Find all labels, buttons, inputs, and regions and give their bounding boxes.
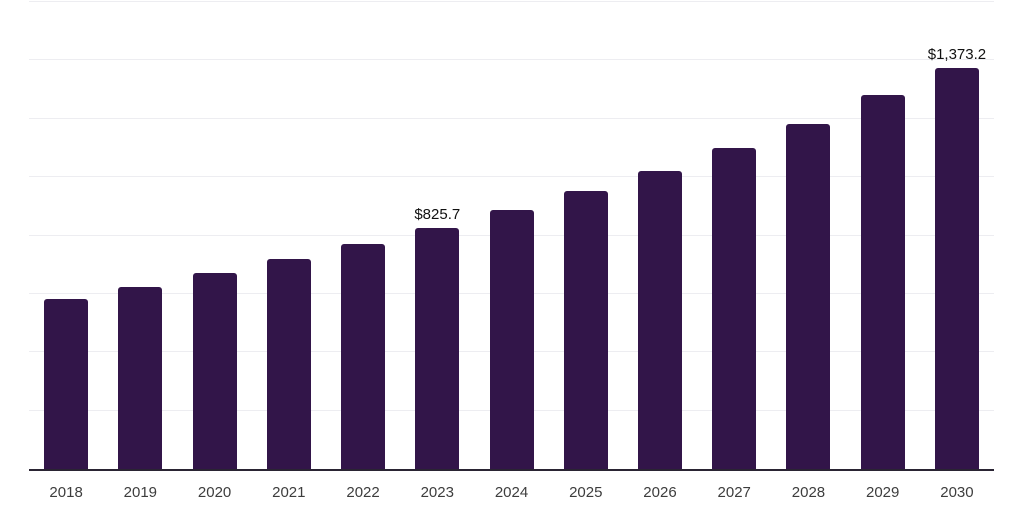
bar-slot <box>697 2 771 469</box>
bar-2024 <box>489 209 534 469</box>
x-tick-label-2022: 2022 <box>346 484 380 501</box>
plot-area: $825.7 $1,373.2 <box>29 1 994 471</box>
bar-slot <box>29 2 103 469</box>
bar-slot <box>326 2 400 469</box>
bar-2019 <box>118 286 163 469</box>
bar-2020 <box>192 272 237 469</box>
bar-slot <box>771 2 845 469</box>
bar-slot <box>549 2 623 469</box>
bar-2023 <box>415 228 460 469</box>
bar-slot: $825.7 <box>400 2 474 469</box>
x-axis-line <box>29 469 994 471</box>
bar-2030 <box>934 68 979 469</box>
x-tick-label-2029: 2029 <box>866 484 900 501</box>
bar-2027 <box>712 147 757 469</box>
x-tick-label-2026: 2026 <box>643 484 677 501</box>
bar-2022 <box>341 243 386 469</box>
bar-slot <box>623 2 697 469</box>
bar-2028 <box>786 124 831 469</box>
bars-row: $825.7 $1,373.2 <box>29 2 994 469</box>
bar-2018 <box>44 298 89 469</box>
bar-slot <box>252 2 326 469</box>
gridline <box>29 59 994 61</box>
x-tick-label-2019: 2019 <box>123 484 158 501</box>
x-axis-labels: 2018 2019 2020 2021 2022 2023 2024 2025 2026 2027… <box>29 484 994 502</box>
x-tick-label-2023: 2023 <box>420 484 454 501</box>
x-tick-label-2018: 2018 <box>49 484 83 501</box>
bar-slot <box>474 2 548 469</box>
x-tick-label-2020: 2020 <box>197 484 232 501</box>
bar-value-label-2023: $825.7 <box>414 206 461 223</box>
bar-2026 <box>637 170 682 469</box>
bar-slot <box>177 2 251 469</box>
x-tick-label-2024: 2024 <box>494 484 529 501</box>
x-tick-label-2030: 2030 <box>940 484 974 501</box>
x-tick-label-2025: 2025 <box>569 484 603 501</box>
gridline <box>29 1 994 2</box>
bar-2021 <box>266 258 311 469</box>
x-tick-label-2021: 2021 <box>272 484 306 501</box>
bar-2029 <box>860 95 905 469</box>
bar-slot <box>103 2 177 469</box>
bar-slot: $1,373.2 <box>920 2 994 469</box>
x-tick-label-2028: 2028 <box>791 484 826 501</box>
gridline <box>29 176 994 178</box>
bar-value-label-2030: $1,373.2 <box>927 46 987 64</box>
bar-slot <box>846 2 920 469</box>
gridline <box>29 117 994 119</box>
bar-2025 <box>563 190 608 469</box>
x-tick-label-2027: 2027 <box>717 484 751 501</box>
